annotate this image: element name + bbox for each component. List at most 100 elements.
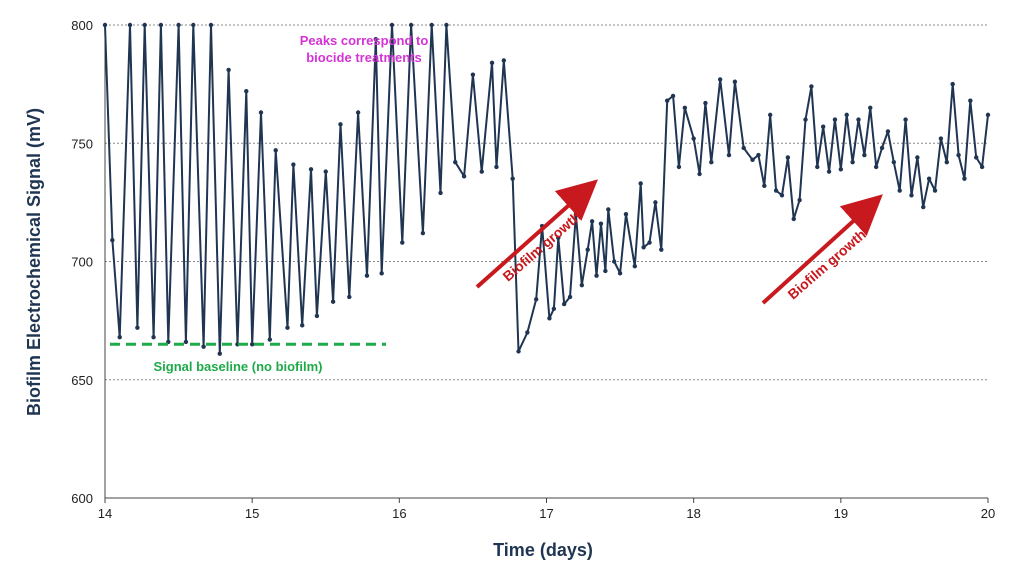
peaks-annotation-line1: Peaks correspond to (300, 33, 429, 48)
data-point (950, 81, 955, 87)
growth-label-2: Biofilm growth (784, 226, 868, 302)
data-point (585, 247, 590, 252)
data-point (968, 98, 973, 103)
data-point (611, 259, 617, 264)
data-point (408, 22, 414, 28)
data-point (820, 124, 826, 129)
data-point (797, 197, 802, 203)
data-point (267, 337, 273, 342)
data-point (191, 22, 196, 28)
x-tick-label: 20 (981, 506, 995, 521)
data-point (791, 216, 796, 222)
data-point (709, 159, 714, 165)
data-point (617, 271, 623, 276)
data-point (201, 344, 206, 349)
data-point (533, 297, 539, 302)
data-point (750, 157, 755, 163)
data-point (314, 313, 320, 319)
data-point (516, 349, 521, 354)
data-point (400, 240, 405, 245)
data-point (850, 159, 855, 165)
x-tick-label: 15 (245, 506, 259, 521)
data-point (962, 176, 967, 181)
data-point (703, 100, 708, 106)
data-point (494, 164, 499, 170)
data-point (944, 159, 949, 165)
data-point (347, 294, 352, 300)
data-point (915, 155, 920, 160)
data-point (176, 22, 181, 28)
data-point (300, 323, 305, 328)
data-point (717, 77, 723, 82)
data-point (244, 89, 249, 94)
axes (104, 25, 989, 503)
data-point (632, 264, 637, 269)
growth-arrow-2 (761, 194, 883, 305)
data-point (938, 136, 944, 141)
y-axis-title: Biofilm Electrochemical Signal (mV) (24, 108, 44, 416)
data-point (897, 188, 902, 193)
data-point (815, 164, 820, 170)
data-point (249, 342, 255, 347)
data-point (127, 22, 133, 28)
data-point (330, 299, 336, 304)
data-point (664, 98, 670, 103)
data-point (323, 169, 328, 174)
data-point (891, 159, 897, 165)
data-point (862, 152, 867, 158)
data-point (638, 181, 643, 186)
tick-labels: 600 650 700 750 800 14 15 16 17 18 19 20 (71, 18, 995, 521)
data-point (151, 334, 156, 340)
data-point (985, 112, 991, 118)
data-point (659, 247, 664, 252)
data-point (779, 193, 785, 198)
data-point (979, 164, 985, 170)
data-point (603, 268, 608, 274)
data-point (420, 230, 426, 236)
data-point (501, 58, 507, 63)
data-point (102, 22, 108, 28)
data-point (762, 183, 767, 189)
data-series (102, 22, 991, 356)
data-point (226, 67, 231, 73)
data-point (273, 148, 278, 153)
data-point (844, 112, 849, 118)
data-point (885, 129, 891, 134)
x-tick-label: 17 (539, 506, 553, 521)
data-point (489, 60, 495, 66)
x-axis-title: Time (days) (493, 540, 593, 560)
data-point (338, 122, 343, 127)
data-point (598, 221, 604, 226)
gridlines (105, 24, 988, 381)
peaks-annotation-line2: biocide treatments (306, 50, 422, 65)
x-tick-label: 14 (98, 506, 112, 521)
data-point (726, 152, 732, 158)
data-point (732, 79, 738, 84)
data-point (826, 169, 832, 174)
data-point (767, 112, 773, 118)
data-point (653, 200, 658, 205)
data-point (868, 105, 873, 110)
x-tick-label: 19 (834, 506, 848, 521)
data-point (926, 176, 932, 181)
data-point (117, 334, 122, 340)
data-point (373, 36, 378, 42)
data-point (291, 162, 296, 167)
data-point (183, 339, 189, 345)
data-point (551, 306, 557, 311)
data-point (217, 351, 222, 356)
data-point (691, 136, 696, 141)
data-point (832, 117, 838, 122)
x-tick-label: 16 (392, 506, 406, 521)
data-point (623, 212, 629, 217)
data-point (556, 235, 561, 241)
data-point (561, 301, 567, 307)
data-point (510, 176, 515, 181)
data-point (285, 325, 290, 330)
data-point (470, 72, 476, 77)
data-point (956, 152, 961, 158)
data-point (785, 155, 791, 160)
data-point (803, 117, 808, 122)
data-point (355, 110, 361, 115)
data-point (379, 271, 384, 276)
